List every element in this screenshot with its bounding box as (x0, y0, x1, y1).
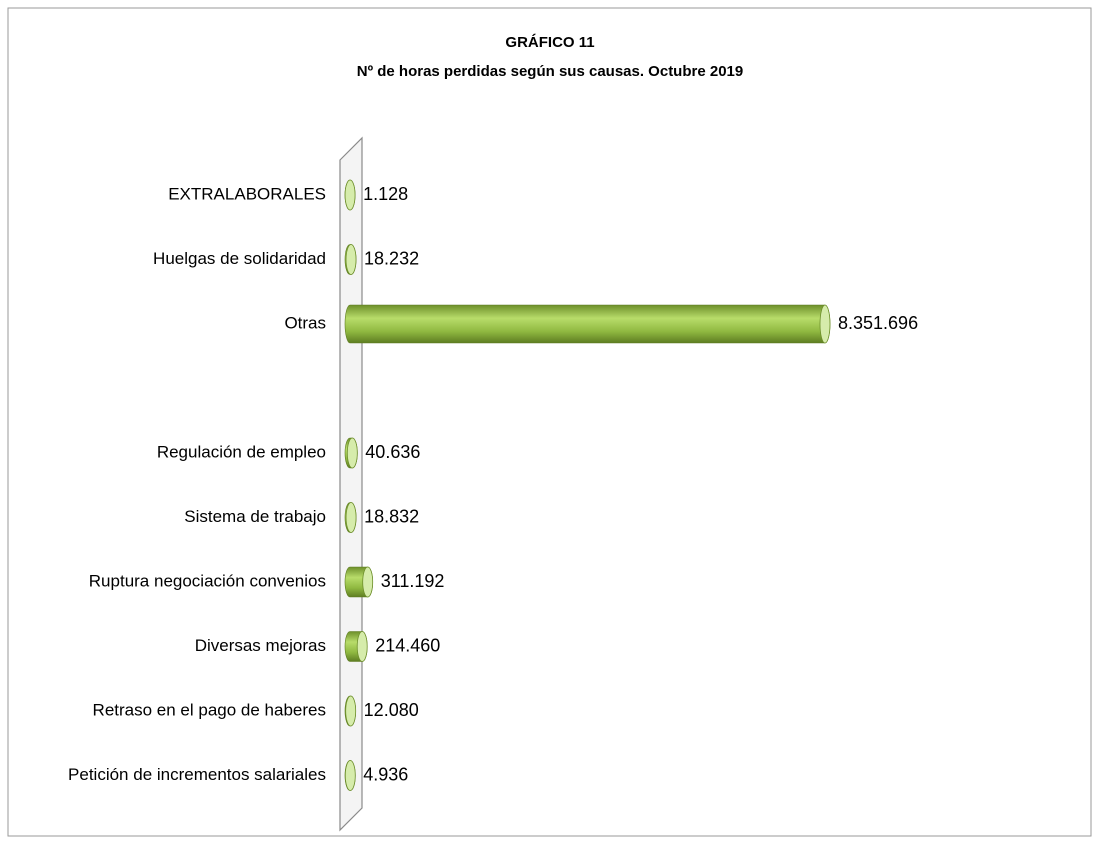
value-label: 4.936 (363, 764, 408, 784)
category-label: Regulación de empleo (157, 442, 326, 461)
bar (344, 304, 831, 344)
bar-cap (356, 631, 368, 662)
bar-cap (344, 760, 356, 791)
category-label: EXTRALABORALES (168, 184, 326, 203)
bar-cap (362, 566, 374, 598)
bar-cap (345, 244, 357, 275)
chart-subtitle: Nº de horas perdidas según sus causas. O… (357, 63, 743, 80)
category-label: Huelgas de solidaridad (153, 249, 326, 268)
category-label: Petición de incrementos salariales (68, 765, 326, 784)
category-label: Otras (284, 313, 326, 332)
bar-cap (346, 437, 358, 469)
value-label: 12.080 (364, 700, 419, 720)
bar-cap (345, 695, 357, 727)
value-label: 8.351.696 (838, 313, 918, 333)
category-label: Ruptura negociación convenios (89, 571, 326, 590)
value-label: 18.232 (364, 248, 419, 268)
category-label: Sistema de trabajo (184, 507, 326, 526)
bar-cap (344, 179, 356, 211)
bar-cap (345, 502, 357, 533)
chart-frame (7, 7, 1092, 837)
bar-cap (819, 304, 831, 344)
value-label: 40.636 (365, 442, 420, 462)
value-label: 311.192 (381, 571, 445, 591)
category-label: Diversas mejoras (195, 636, 326, 655)
chart-title: GRÁFICO 11 (505, 34, 594, 51)
value-label: 18.832 (364, 506, 419, 526)
value-label: 1.128 (363, 184, 408, 204)
category-label: Retraso en el pago de haberes (93, 700, 326, 719)
value-label: 214.460 (375, 635, 440, 655)
